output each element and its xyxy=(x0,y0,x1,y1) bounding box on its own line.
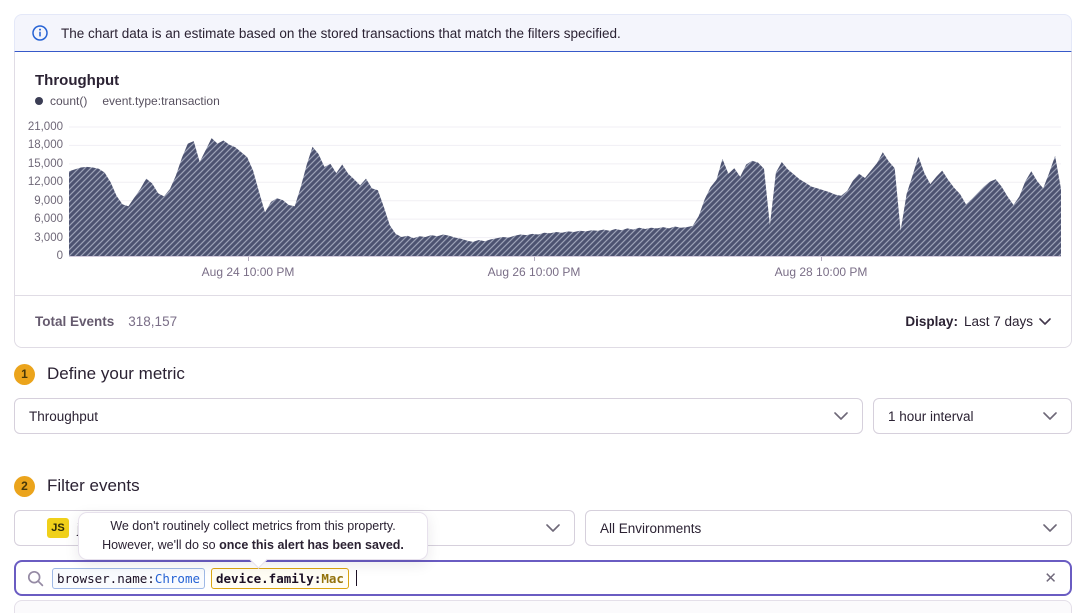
y-axis-tick-label: 0 xyxy=(56,250,63,262)
tooltip-line-1: We don't routinely collect metrics from … xyxy=(110,519,396,534)
info-banner: The chart data is an estimate based on t… xyxy=(14,14,1072,52)
x-axis-tickmark xyxy=(248,257,250,261)
y-axis-tick-label: 12,000 xyxy=(27,176,63,189)
info-banner-text: The chart data is an estimate based on t… xyxy=(61,25,621,41)
y-axis-tick-label: 21,000 xyxy=(27,121,63,133)
legend-query-label: event.type:transaction xyxy=(102,94,220,108)
chevron-down-icon xyxy=(834,412,848,420)
interval-select[interactable]: 1 hour interval xyxy=(873,398,1072,434)
x-axis-tickmark xyxy=(821,257,823,261)
metrics-property-tooltip: We don't routinely collect metrics from … xyxy=(78,512,428,560)
interval-select-value: 1 hour interval xyxy=(888,408,974,424)
display-value: Last 7 days xyxy=(963,314,1033,329)
chart-legend: count() event.type:transaction xyxy=(35,94,220,108)
section-filter-events: 2 Filter events xyxy=(14,474,1072,498)
total-events-label: Total Events xyxy=(35,314,115,329)
search-icon xyxy=(27,570,44,586)
javascript-platform-icon: JS xyxy=(47,518,69,538)
throughput-area-chart xyxy=(69,126,1061,256)
chart-panel: Throughput count() event.type:transactio… xyxy=(14,52,1072,348)
x-axis-tick-label: Aug 24 10:00 PM xyxy=(201,265,295,279)
metric-select-value: Throughput xyxy=(29,408,99,424)
y-axis-tick-label: 18,000 xyxy=(27,139,63,152)
x-axis-tick-label: Aug 28 10:00 PM xyxy=(774,265,868,279)
step-1-badge: 1 xyxy=(14,363,35,385)
metric-select[interactable]: Throughput xyxy=(14,398,863,434)
info-icon xyxy=(32,25,48,41)
environment-select[interactable]: All Environments xyxy=(585,510,1072,546)
display-label: Display: xyxy=(905,314,958,329)
y-axis-tick-label: 6,000 xyxy=(34,213,63,226)
environment-select-value: All Environments xyxy=(600,520,702,536)
tooltip-line-2: However, we'll do so once this alert has… xyxy=(102,538,404,552)
clear-search-button[interactable]: ✕ xyxy=(1044,569,1057,587)
legend-series-label: count() xyxy=(50,94,88,108)
text-cursor xyxy=(355,570,358,586)
y-axis-tick-label: 3,000 xyxy=(34,231,63,244)
chart-title: Throughput xyxy=(35,72,120,89)
filter-search-input[interactable]: browser.name: Chrome device.family: Mac ✕ xyxy=(14,560,1072,596)
y-axis-tick-label: 9,000 xyxy=(34,194,63,207)
y-axis-tick-label: 15,000 xyxy=(27,157,63,170)
display-range-dropdown[interactable]: Display: Last 7 days xyxy=(905,314,1051,329)
total-events-value: 318,157 xyxy=(128,314,178,329)
legend-dot-icon xyxy=(35,97,43,105)
section-title-define-metric: Define your metric xyxy=(47,364,185,383)
section-title-filter-events: Filter events xyxy=(47,476,140,495)
search-token-device-family[interactable]: device.family: Mac xyxy=(211,567,349,589)
section-define-metric: 1 Define your metric xyxy=(14,362,1072,386)
step-2-badge: 2 xyxy=(14,475,35,497)
chevron-down-icon xyxy=(1039,318,1051,325)
x-axis-tickmark xyxy=(534,257,536,261)
chart-footer: Total Events 318,157 Display: Last 7 day… xyxy=(15,295,1071,347)
chevron-down-icon xyxy=(546,524,560,532)
chevron-down-icon xyxy=(1043,412,1057,420)
chevron-down-icon xyxy=(1043,524,1057,532)
search-token-list: browser.name: Chrome device.family: Mac xyxy=(52,567,1034,589)
x-axis-line xyxy=(69,256,1061,257)
search-token-browser-name[interactable]: browser.name: Chrome xyxy=(52,567,205,589)
x-axis-tick-label: Aug 26 10:00 PM xyxy=(487,265,581,279)
